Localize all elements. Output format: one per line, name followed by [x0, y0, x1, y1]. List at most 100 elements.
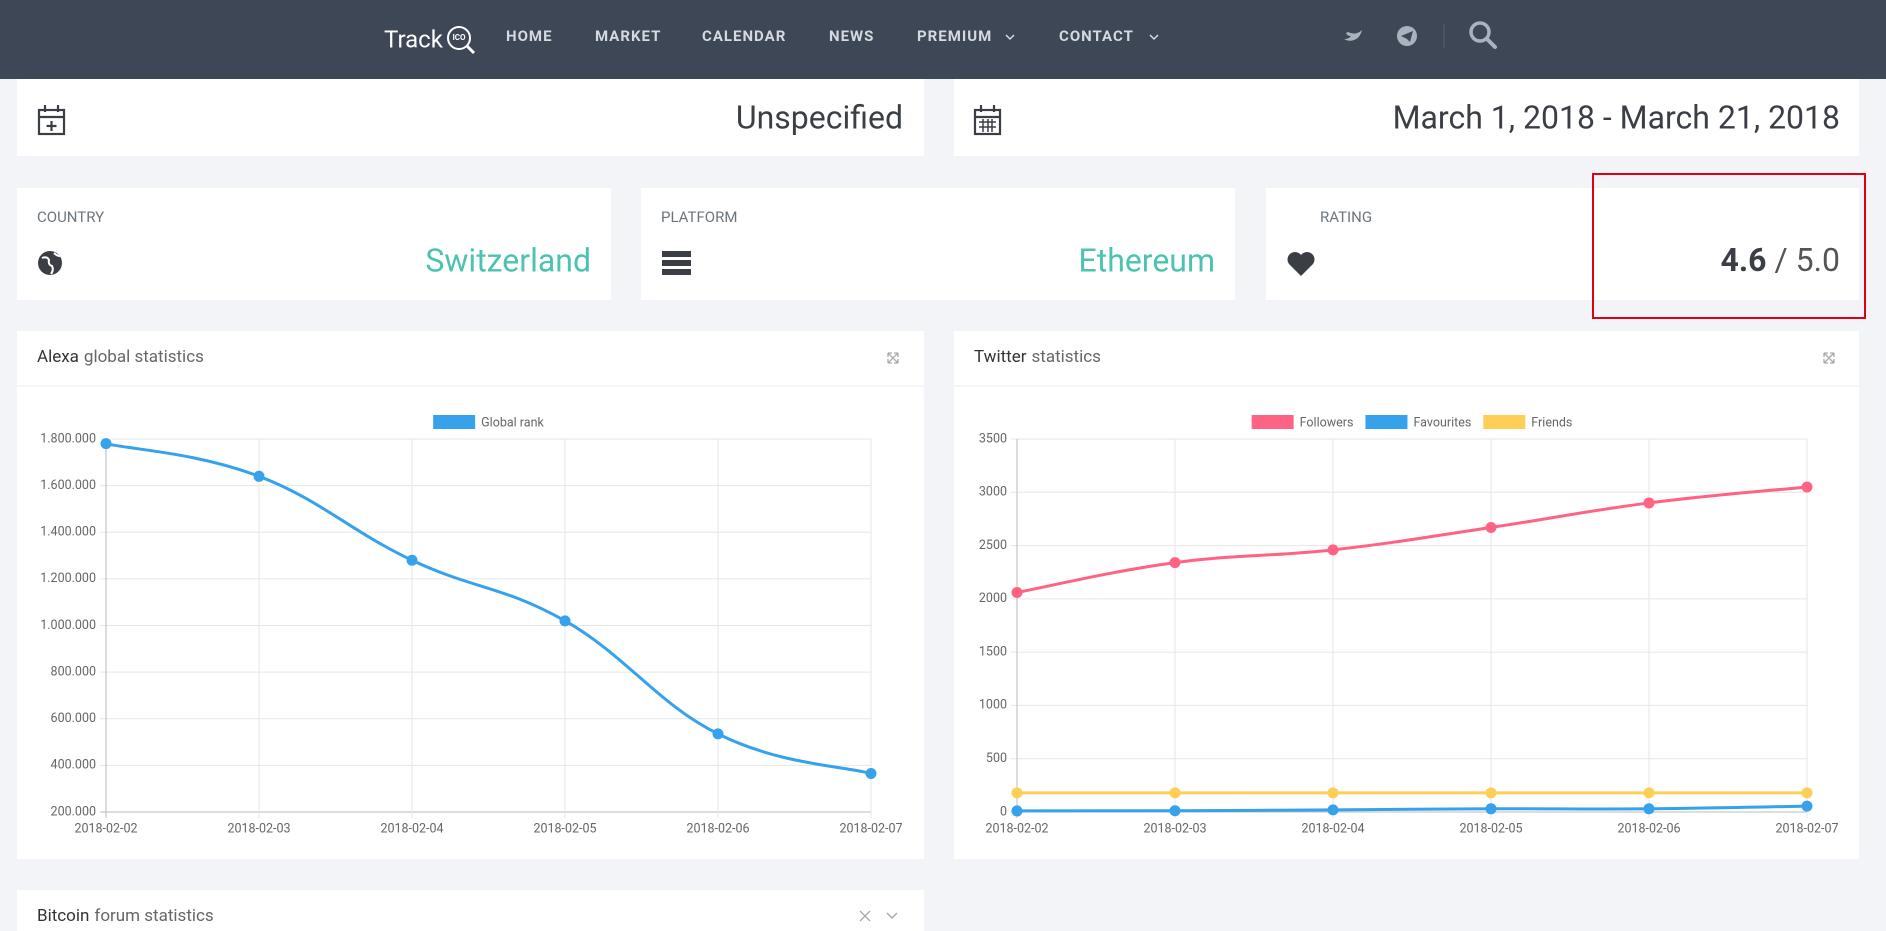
- card: [1266, 188, 1859, 300]
- y-tick-label: 1.400.000: [40, 525, 96, 540]
- data-point: [559, 615, 571, 627]
- stat-label: PLATFORM: [661, 208, 737, 226]
- expand-icon[interactable]: [887, 352, 899, 364]
- search-handle: [1485, 37, 1497, 49]
- stat-value[interactable]: Switzerland: [425, 241, 591, 279]
- heart-icon: [1287, 252, 1315, 276]
- calendar-icon: [973, 105, 1002, 136]
- card: [17, 188, 611, 300]
- card: [954, 79, 1859, 156]
- data-point: [1327, 544, 1339, 556]
- data-point: [1643, 497, 1655, 509]
- search-icon[interactable]: [1469, 21, 1491, 43]
- y-tick-label: 200.000: [51, 804, 96, 819]
- expand-icon[interactable]: [1823, 352, 1835, 364]
- data-point: [1011, 787, 1023, 799]
- legend-swatch: [1251, 415, 1294, 429]
- y-tick-label: 2000: [979, 591, 1007, 606]
- x-tick-label: 2018-02-04: [1301, 821, 1364, 836]
- data-point: [1169, 805, 1181, 817]
- nav-item[interactable]: PREMIUM: [917, 27, 992, 45]
- stat-label: RATING: [1320, 208, 1372, 226]
- stat-label: COUNTRY: [37, 208, 104, 226]
- data-point: [1485, 521, 1497, 533]
- x-tick-label: 2018-02-07: [1775, 821, 1838, 836]
- nav-item[interactable]: CONTACT: [1059, 27, 1134, 45]
- card: [17, 331, 924, 859]
- data-point: [1011, 805, 1023, 817]
- legend-swatch: [433, 415, 476, 429]
- data-point: [253, 470, 265, 482]
- rating-value: 4.6/ 5.0: [1720, 241, 1840, 279]
- data-point: [1011, 586, 1023, 598]
- stat-value[interactable]: Ethereum: [1079, 241, 1215, 279]
- data-point: [1801, 481, 1813, 493]
- sale-dates: March 1, 2018 - March 21, 2018: [1393, 98, 1840, 136]
- card: [954, 331, 1859, 859]
- data-point: [1801, 787, 1813, 799]
- card: [641, 188, 1235, 300]
- chevron: [1149, 34, 1159, 41]
- logo-handle: [465, 44, 476, 55]
- globe-icon: [38, 251, 62, 275]
- telegram-plane: [1401, 31, 1413, 42]
- data-point: [1485, 787, 1497, 799]
- title-rest: global statistics: [84, 347, 204, 367]
- nav-item[interactable]: MARKET: [595, 27, 661, 45]
- server-icon: [662, 251, 691, 275]
- title-rest: forum statistics: [94, 906, 213, 926]
- data-point: [1169, 557, 1181, 569]
- y-tick-label: 1000: [979, 698, 1007, 713]
- y-tick-label: 1.600.000: [40, 478, 96, 493]
- y-tick-label: 1.200.000: [40, 571, 96, 586]
- rating-max: / 5.0: [1774, 241, 1840, 279]
- y-tick-label: 800.000: [51, 664, 96, 679]
- data-point: [712, 728, 724, 740]
- logo[interactable]: Track: [384, 25, 444, 53]
- nav-item[interactable]: HOME: [506, 27, 553, 45]
- x-tick-label: 2018-02-04: [380, 821, 443, 836]
- x-tick-label: 2018-02-06: [1617, 821, 1680, 836]
- title-rest: statistics: [1031, 347, 1100, 367]
- x-tick-label: 2018-02-03: [1143, 821, 1206, 836]
- nav-item[interactable]: NEWS: [829, 27, 874, 45]
- logo-badge: ICO: [452, 33, 466, 42]
- y-tick-label: 600.000: [51, 711, 96, 726]
- nav-item[interactable]: CALENDAR: [702, 27, 786, 45]
- collapse-icon[interactable]: [886, 912, 898, 920]
- y-tick-label: 400.000: [51, 758, 96, 773]
- data-point: [1169, 787, 1181, 799]
- series-line: [105, 442, 872, 775]
- x-tick-label: 2018-02-05: [1459, 821, 1522, 836]
- data-point: [1485, 803, 1497, 815]
- navbar: [0, 0, 1886, 79]
- x-tick-label: 2018-02-07: [839, 821, 902, 836]
- card-title: Bitcoin forum statistics: [37, 906, 214, 926]
- series-line: [1016, 485, 1808, 594]
- data-point: [1327, 787, 1339, 799]
- legend-label: Friends: [1531, 415, 1572, 430]
- presale-value: Unspecified: [736, 98, 903, 136]
- data-point: [1643, 787, 1655, 799]
- legend-label: Favourites: [1413, 415, 1471, 430]
- legend-label: Global rank: [481, 415, 544, 430]
- title-strong: Bitcoin: [37, 906, 89, 926]
- legend-label: Followers: [1300, 415, 1354, 430]
- calendar-plus-icon: [37, 105, 66, 136]
- chart-title: Alexa global statistics: [37, 347, 204, 367]
- y-tick-label: 1.800.000: [40, 431, 96, 446]
- rating-score: 4.6: [1720, 241, 1766, 279]
- y-tick-label: 1500: [979, 644, 1007, 659]
- y-tick-label: 1.000.000: [40, 618, 96, 633]
- logo-ring: [447, 26, 471, 50]
- y-tick-label: 0: [1000, 804, 1007, 819]
- legend-swatch: [1365, 415, 1408, 429]
- twitter-icon[interactable]: [1344, 30, 1362, 41]
- data-point: [1327, 804, 1339, 816]
- expand-icon[interactable]: [859, 910, 871, 922]
- y-tick-label: 2500: [979, 538, 1007, 553]
- data-point: [406, 554, 418, 566]
- title-strong: Twitter: [974, 347, 1027, 367]
- x-tick-label: 2018-02-06: [686, 821, 749, 836]
